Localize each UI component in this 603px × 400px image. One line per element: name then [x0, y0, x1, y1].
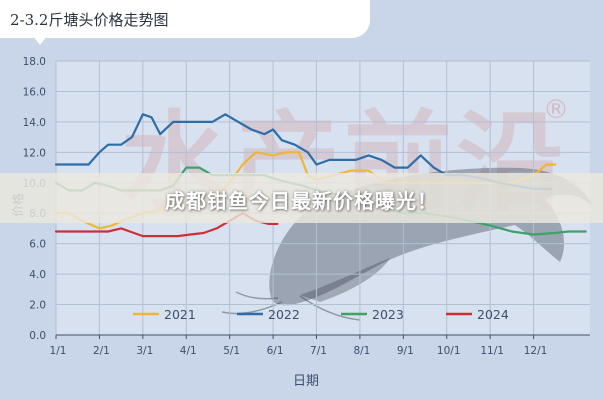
x-axis-ticks: 1/1 2/1 3/1 4/1 5/1 6/1 7/1 8/1 9/1 10/1 11/1 12/1	[50, 334, 590, 357]
catfish-fin	[300, 258, 390, 302]
headline-text: 成都钳鱼今日最新价格曝光！	[165, 189, 438, 213]
title-pointer	[33, 36, 47, 45]
x-tick-label: 11/1	[480, 345, 504, 357]
legend-label-2023: 2023	[372, 307, 404, 322]
legend: 2021 2022 2023 2024	[133, 307, 509, 322]
y-tick-label: 12.0	[23, 147, 46, 159]
y-tick-label: 16.0	[23, 86, 46, 98]
chart-title: 2-3.2斤塘头价格走势图	[10, 11, 169, 29]
legend-label-2022: 2022	[268, 307, 300, 322]
legend-label-2024: 2024	[477, 307, 509, 322]
x-tick-label: 12/1	[524, 345, 548, 357]
y-tick-label: 4.0	[29, 269, 46, 281]
x-axis-label: 日期	[293, 374, 319, 389]
y-tick-label: 14.0	[23, 117, 46, 129]
x-tick-label: 7/1	[310, 345, 327, 357]
watermark-registered-mark: ®	[543, 95, 569, 125]
x-tick-label: 9/1	[397, 345, 414, 357]
headline-band	[0, 173, 603, 223]
x-tick-label: 6/1	[267, 345, 284, 357]
series-line-2022	[54, 113, 552, 190]
x-tick-label: 1/1	[50, 345, 67, 357]
y-tick-label: 0.0	[29, 330, 46, 342]
x-tick-label: 4/1	[180, 345, 197, 357]
x-tick-label: 3/1	[136, 345, 153, 357]
x-tick-label: 2/1	[93, 345, 110, 357]
x-tick-label: 8/1	[353, 345, 370, 357]
y-tick-label: 18.0	[23, 56, 46, 68]
legend-label-2021: 2021	[164, 307, 196, 322]
y-tick-label: 6.0	[29, 239, 46, 251]
x-tick-label: 5/1	[223, 345, 240, 357]
title-banner: 2-3.2斤塘头价格走势图	[0, 0, 370, 38]
x-tick-label: 10/1	[437, 345, 461, 357]
y-tick-label: 2.0	[29, 300, 46, 312]
